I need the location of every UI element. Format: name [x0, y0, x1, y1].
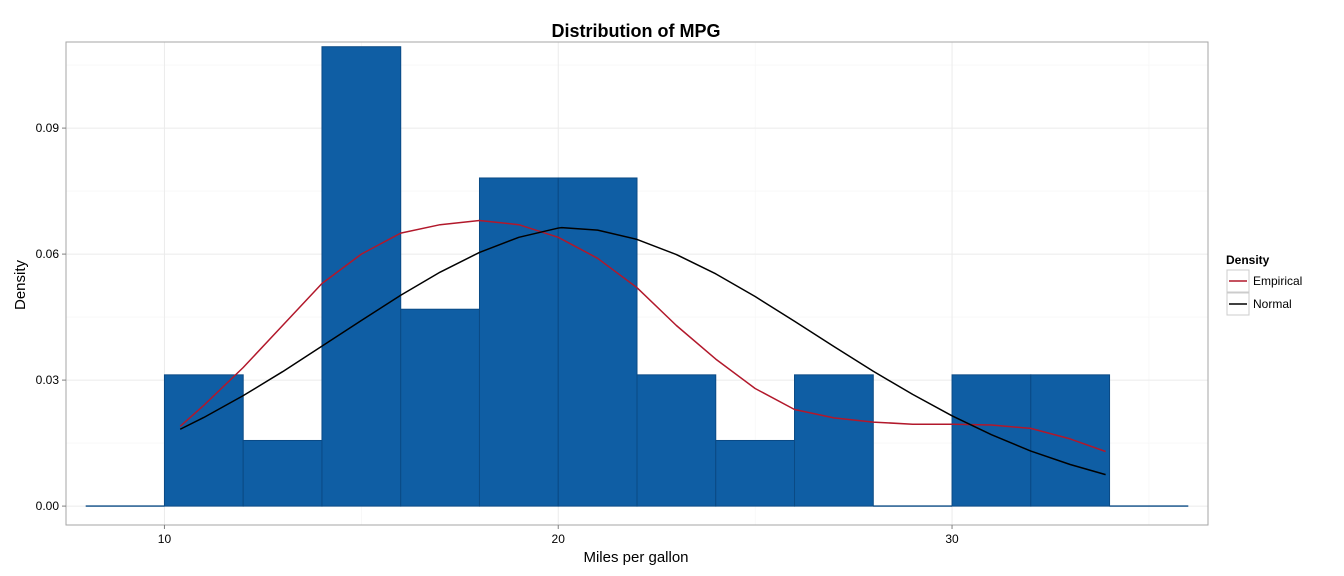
x-tick-label: 10 [158, 532, 172, 546]
histogram-bar [163, 374, 244, 507]
histogram-bar [951, 374, 1032, 507]
legend-title: Density [1226, 253, 1270, 267]
histogram-bar [636, 374, 717, 507]
y-axis-title: Density [12, 259, 29, 310]
density-line-empirical [179, 219, 1106, 453]
y-axis: 0.00 0.03 0.06 0.09 [36, 121, 66, 513]
legend: Density Empirical Normal [1226, 253, 1302, 316]
x-tick-label: 20 [552, 532, 566, 546]
histogram-bar [715, 439, 796, 507]
density-lines [179, 219, 1106, 476]
x-tick-label: 30 [945, 532, 959, 546]
histogram-bar [321, 46, 402, 507]
panel-border [65, 41, 1209, 526]
y-tick-label: 0.09 [36, 121, 60, 135]
y-tick-label: 0.06 [36, 247, 60, 261]
x-axis-title: Miles per gallon [583, 549, 688, 566]
histogram-bar [794, 374, 874, 507]
chart-title: Distribution of MPG [552, 21, 721, 41]
density-line-normal [179, 226, 1106, 476]
plot-panel [65, 41, 1209, 526]
histogram-bar [400, 308, 480, 507]
histogram-bar [478, 177, 559, 507]
histogram-bar [557, 177, 638, 507]
legend-label-normal: Normal [1253, 297, 1292, 311]
x-axis: 10 20 30 [158, 525, 959, 546]
y-tick-label: 0.00 [36, 499, 60, 513]
histogram-bars [85, 46, 1189, 507]
histogram-bar [1030, 374, 1111, 507]
legend-label-empirical: Empirical [1253, 274, 1302, 288]
histogram-bar [242, 439, 323, 507]
y-tick-label: 0.03 [36, 373, 60, 387]
